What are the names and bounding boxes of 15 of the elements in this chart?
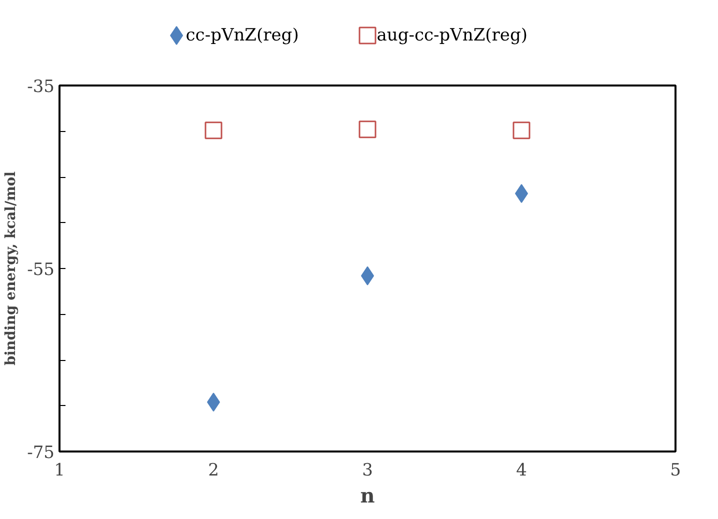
x-tick-label: 2 — [208, 460, 219, 480]
legend-label: cc-pVnZ(reg) — [186, 26, 299, 46]
point — [204, 122, 222, 140]
point — [358, 120, 376, 138]
y-tick-label: -55 — [27, 260, 55, 280]
x-tick-label: 1 — [54, 460, 65, 480]
y-axis-title: binding energy, kcal/mol — [3, 171, 20, 366]
x-axis-title: n — [360, 484, 376, 508]
x-tick-label: 5 — [670, 460, 681, 480]
y-tick-label: -35 — [27, 77, 55, 97]
point — [512, 122, 530, 140]
x-tick-label: 4 — [516, 460, 527, 480]
x-tick-label: 3 — [362, 460, 373, 480]
y-tick-label: -75 — [27, 443, 55, 463]
legend-label: aug-cc-pVnZ(reg) — [376, 26, 528, 46]
